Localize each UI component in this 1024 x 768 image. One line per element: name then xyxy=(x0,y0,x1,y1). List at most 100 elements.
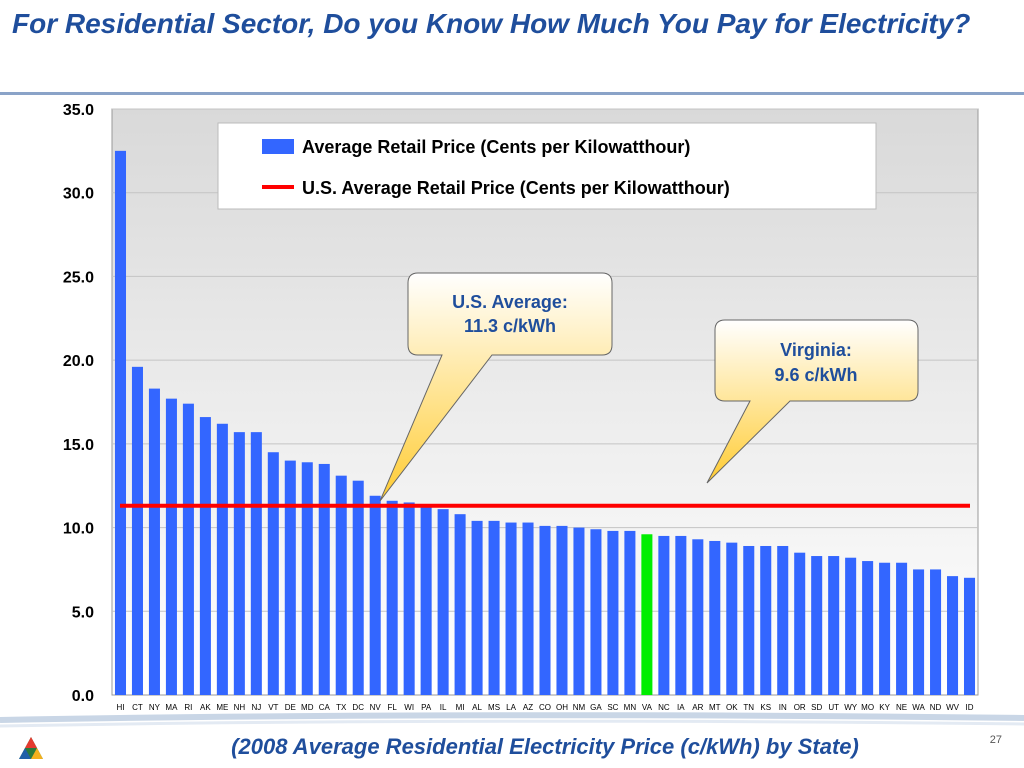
bar-oh xyxy=(556,525,568,695)
x-tick-label: NM xyxy=(573,703,586,712)
y-axis: 0.0 5.0 10.0 15.0 20.0 25.0 30.0 35.0 xyxy=(63,102,94,705)
x-tick-label: SC xyxy=(607,703,618,712)
bar-mi xyxy=(454,514,466,695)
x-tick-label: LA xyxy=(506,703,516,712)
bar-ms xyxy=(488,520,500,695)
callout-virginia-line1: Virginia: xyxy=(780,340,852,360)
y-tick-label: 25.0 xyxy=(63,269,94,286)
x-tick-label: IA xyxy=(677,703,685,712)
x-tick-label: NE xyxy=(896,703,907,712)
bar-ar xyxy=(692,539,704,695)
y-tick-label: 5.0 xyxy=(72,604,94,621)
callout-us-average-line1: U.S. Average: xyxy=(452,292,568,312)
x-tick-label: ME xyxy=(216,703,228,712)
bar-wa xyxy=(913,569,925,695)
bar-wi xyxy=(403,502,415,695)
chart-caption: (2008 Average Residential Electricity Pr… xyxy=(231,734,859,759)
bar-mo xyxy=(862,561,874,695)
x-tick-label: AR xyxy=(692,703,703,712)
bar-fl xyxy=(386,500,398,695)
y-tick-label: 10.0 xyxy=(63,521,94,538)
x-tick-label: CT xyxy=(132,703,143,712)
x-tick-label: MN xyxy=(624,703,637,712)
x-tick-label: OK xyxy=(726,703,738,712)
bar-co xyxy=(539,525,551,695)
x-tick-label: VA xyxy=(642,703,653,712)
y-tick-label: 30.0 xyxy=(63,186,94,203)
bar-ri xyxy=(182,403,194,695)
x-tick-label: NC xyxy=(658,703,670,712)
x-tick-label: RI xyxy=(184,703,192,712)
bar-nh xyxy=(233,432,245,695)
legend-label-state-price: Average Retail Price (Cents per Kilowatt… xyxy=(302,137,690,157)
bar-ak xyxy=(199,417,211,695)
x-tick-label: NY xyxy=(149,703,161,712)
bar-nc xyxy=(658,535,670,695)
bar-ks xyxy=(760,545,772,695)
legend: Average Retail Price (Cents per Kilowatt… xyxy=(217,122,877,210)
x-tick-label: ID xyxy=(966,703,974,712)
x-tick-label: IL xyxy=(440,703,447,712)
bar-nm xyxy=(573,527,585,695)
bar-wy xyxy=(845,557,857,695)
bar-ny xyxy=(148,388,160,695)
bar-ne xyxy=(896,562,908,695)
x-tick-label: AL xyxy=(472,703,482,712)
x-tick-label: NV xyxy=(370,703,382,712)
x-tick-label: WA xyxy=(912,703,925,712)
organization-logo-icon xyxy=(19,737,43,759)
bar-pa xyxy=(420,505,432,695)
x-tick-label: MO xyxy=(861,703,874,712)
x-tick-label: SD xyxy=(811,703,822,712)
x-tick-label: NJ xyxy=(251,703,261,712)
bar-me xyxy=(216,423,228,695)
bar-nd xyxy=(930,569,942,695)
x-tick-label: UT xyxy=(828,703,839,712)
bar-ga xyxy=(590,529,602,695)
bar-tn xyxy=(743,545,755,695)
x-tick-label: MS xyxy=(488,703,500,712)
x-tick-label: DE xyxy=(285,703,296,712)
bar-mt xyxy=(709,540,721,695)
x-tick-label: WV xyxy=(946,703,960,712)
callout-us-average: U.S. Average: 11.3 c/kWh xyxy=(379,272,613,502)
callout-us-average-line2: 11.3 c/kWh xyxy=(464,316,556,336)
bar-nv xyxy=(369,495,381,695)
bar-ia xyxy=(675,535,687,695)
bar-al xyxy=(471,520,483,695)
bar-sd xyxy=(811,556,823,695)
bar-or xyxy=(794,552,806,695)
y-tick-label: 15.0 xyxy=(63,437,94,454)
legend-label-us-average: U.S. Average Retail Price (Cents per Kil… xyxy=(302,178,730,198)
bars xyxy=(114,150,976,695)
x-tick-label: MI xyxy=(456,703,465,712)
bar-la xyxy=(505,522,517,695)
x-tick-label: CO xyxy=(539,703,551,712)
bar-mn xyxy=(624,530,636,695)
bar-hi xyxy=(114,150,127,695)
x-tick-label: MD xyxy=(301,703,314,712)
x-tick-label: AZ xyxy=(523,703,533,712)
x-tick-label: TX xyxy=(336,703,347,712)
callout-virginia: Virginia: 9.6 c/kWh xyxy=(706,319,919,484)
bar-ky xyxy=(879,562,891,695)
callout-us-average-bubble xyxy=(379,272,613,502)
bar-ok xyxy=(726,542,738,695)
x-tick-label: IN xyxy=(779,703,787,712)
y-tick-label: 35.0 xyxy=(63,102,94,119)
x-tick-label: GA xyxy=(590,703,602,712)
x-tick-label: HI xyxy=(116,703,124,712)
x-tick-label: FL xyxy=(388,703,398,712)
x-tick-label: CA xyxy=(319,703,331,712)
bar-dc xyxy=(352,480,364,695)
x-tick-label: DC xyxy=(352,703,364,712)
bar-il xyxy=(437,509,449,695)
bar-chart: 0.0 5.0 10.0 15.0 20.0 25.0 30.0 35.0 HI CT NY MA R… xyxy=(63,102,979,712)
callout-virginia-bubble xyxy=(706,319,919,484)
x-tick-label: KS xyxy=(760,703,771,712)
x-tick-label: OR xyxy=(794,703,806,712)
slide-title: For Residential Sector, Do you Know How … xyxy=(12,8,971,39)
legend-swatch-bar xyxy=(262,139,294,154)
bar-va xyxy=(641,534,653,695)
y-tick-label: 20.0 xyxy=(63,353,94,370)
